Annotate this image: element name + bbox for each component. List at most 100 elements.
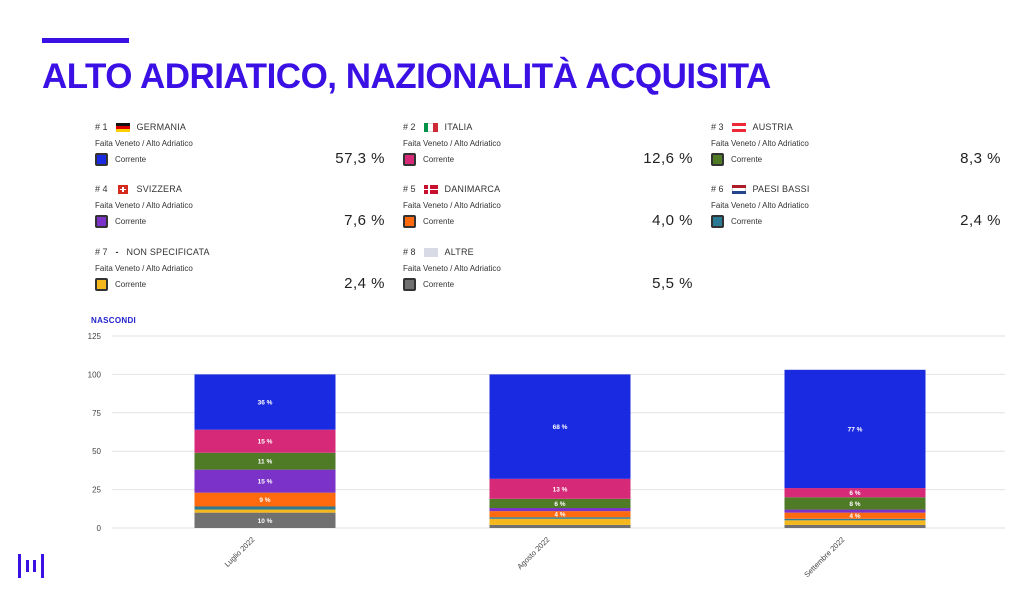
x-tick-label: Settembre 2022 bbox=[802, 535, 846, 579]
share-value: 2,4 % bbox=[960, 212, 1001, 229]
share-value: 8,3 % bbox=[960, 150, 1001, 167]
data-label: 4 % bbox=[554, 512, 565, 519]
series-legend-label: Corrente bbox=[115, 217, 147, 226]
bar-segment bbox=[489, 498, 631, 509]
series-legend-label: Corrente bbox=[423, 217, 455, 226]
denmark-flag-icon bbox=[423, 184, 438, 194]
series-toggle-swatch[interactable] bbox=[95, 278, 108, 291]
bar-segment bbox=[194, 452, 336, 470]
country-name: ALTRE bbox=[444, 247, 474, 257]
bar-segment bbox=[194, 506, 336, 510]
bar-segment bbox=[194, 509, 336, 513]
country-name: NON SPECIFICATA bbox=[126, 247, 210, 257]
bar-segment bbox=[784, 369, 926, 489]
source-label: Faita Veneto / Alto Adriatico bbox=[403, 139, 501, 148]
germany-flag-icon bbox=[115, 122, 130, 132]
source-label: Faita Veneto / Alto Adriatico bbox=[95, 264, 193, 273]
series-legend-label: Corrente bbox=[731, 155, 763, 164]
data-label: 15 % bbox=[258, 479, 273, 486]
brand-logo-icon bbox=[18, 554, 44, 578]
data-label: 11 % bbox=[258, 459, 273, 466]
bar-segment bbox=[784, 488, 926, 498]
bar-segment bbox=[194, 374, 336, 430]
bar-segment bbox=[489, 518, 631, 525]
bar-segment bbox=[784, 520, 926, 525]
series-toggle-swatch[interactable] bbox=[403, 215, 416, 228]
series-legend-label: Corrente bbox=[115, 155, 147, 164]
bar-segment bbox=[489, 374, 631, 479]
legend-card: # 7 - NON SPECIFICATA Faita Veneto / Alt… bbox=[95, 247, 385, 305]
series-toggle-swatch[interactable] bbox=[711, 153, 724, 166]
y-tick-label: 125 bbox=[88, 332, 102, 341]
source-label: Faita Veneto / Alto Adriatico bbox=[711, 201, 809, 210]
bar-segment bbox=[489, 478, 631, 499]
source-label: Faita Veneto / Alto Adriatico bbox=[95, 139, 193, 148]
card-header: # 7 - NON SPECIFICATA bbox=[95, 247, 210, 257]
card-header: # 8 ALTRE bbox=[403, 247, 474, 257]
series-toggle-swatch[interactable] bbox=[403, 153, 416, 166]
rank-label: # 3 bbox=[711, 122, 724, 132]
rank-label: # 6 bbox=[711, 184, 724, 194]
netherlands-flag-icon bbox=[731, 184, 746, 194]
country-name: ITALIA bbox=[444, 122, 473, 132]
rank-label: # 2 bbox=[403, 122, 416, 132]
x-tick-label: Agosto 2022 bbox=[515, 535, 551, 571]
series-legend-label: Corrente bbox=[423, 280, 455, 289]
card-header: # 3 AUSTRIA bbox=[711, 122, 793, 132]
share-value: 57,3 % bbox=[335, 150, 385, 167]
share-value: 7,6 % bbox=[344, 212, 385, 229]
data-label: 15 % bbox=[258, 439, 273, 446]
bar-segment bbox=[784, 509, 926, 513]
bar-segment bbox=[194, 429, 336, 453]
y-tick-label: 75 bbox=[92, 409, 101, 418]
italy-flag-icon bbox=[423, 122, 438, 132]
legend-card: # 3 AUSTRIA Faita Veneto / Alto Adriatic… bbox=[711, 122, 1001, 180]
stacked-bar-chart: 0 25 50 75 100 125 10 % 9 % 15 % 11 % 15 % 36 % Lugl… bbox=[88, 332, 1005, 579]
data-label: 8 % bbox=[849, 501, 860, 508]
country-name: PAESI BASSI bbox=[752, 184, 810, 194]
data-label: 6 % bbox=[849, 490, 860, 497]
bar-segment bbox=[784, 497, 926, 510]
bar-segment bbox=[489, 524, 631, 528]
rank-label: # 7 bbox=[95, 247, 108, 257]
page-title: ALTO ADRIATICO, NAZIONALITÀ ACQUISITA bbox=[42, 57, 771, 96]
y-tick-label: 100 bbox=[88, 370, 102, 379]
rank-label: # 4 bbox=[95, 184, 108, 194]
country-name: DANIMARCA bbox=[444, 184, 501, 194]
y-tick-label: 50 bbox=[92, 447, 101, 456]
country-name: AUSTRIA bbox=[752, 122, 793, 132]
data-label: 36 % bbox=[258, 400, 273, 407]
card-header: # 5 DANIMARCA bbox=[403, 184, 500, 194]
rank-label: # 5 bbox=[403, 184, 416, 194]
bar-segment bbox=[194, 469, 336, 493]
source-label: Faita Veneto / Alto Adriatico bbox=[403, 201, 501, 210]
series-toggle-swatch[interactable] bbox=[711, 215, 724, 228]
rank-label: # 1 bbox=[95, 122, 108, 132]
share-value: 12,6 % bbox=[643, 150, 693, 167]
card-header: # 4 SVIZZERA bbox=[95, 184, 182, 194]
share-value: 5,5 % bbox=[652, 275, 693, 292]
legend-card: # 5 DANIMARCA Faita Veneto / Alto Adriat… bbox=[403, 184, 693, 242]
bar-segment bbox=[489, 517, 631, 519]
bar-segment bbox=[489, 508, 631, 512]
rank-label: # 8 bbox=[403, 247, 416, 257]
data-label: 6 % bbox=[554, 501, 565, 508]
series-toggle-swatch[interactable] bbox=[95, 215, 108, 228]
series-toggle-swatch[interactable] bbox=[403, 278, 416, 291]
y-tick-label: 0 bbox=[97, 524, 102, 533]
bar-segment bbox=[784, 524, 926, 528]
series-toggle-swatch[interactable] bbox=[95, 153, 108, 166]
x-tick-label: Luglio 2022 bbox=[223, 535, 257, 569]
data-label: 9 % bbox=[259, 497, 270, 504]
bar-segment bbox=[784, 518, 926, 521]
card-header: # 6 PAESI BASSI bbox=[711, 184, 810, 194]
data-label: 13 % bbox=[553, 486, 568, 493]
data-label: 4 % bbox=[849, 513, 860, 520]
hide-button[interactable]: NASCONDI bbox=[91, 316, 137, 325]
bar-segment bbox=[489, 511, 631, 518]
share-value: 2,4 % bbox=[344, 275, 385, 292]
bar-segment bbox=[194, 512, 336, 528]
data-label: 10 % bbox=[258, 518, 273, 525]
series-legend-label: Corrente bbox=[115, 280, 147, 289]
switzerland-flag-icon bbox=[116, 184, 130, 194]
